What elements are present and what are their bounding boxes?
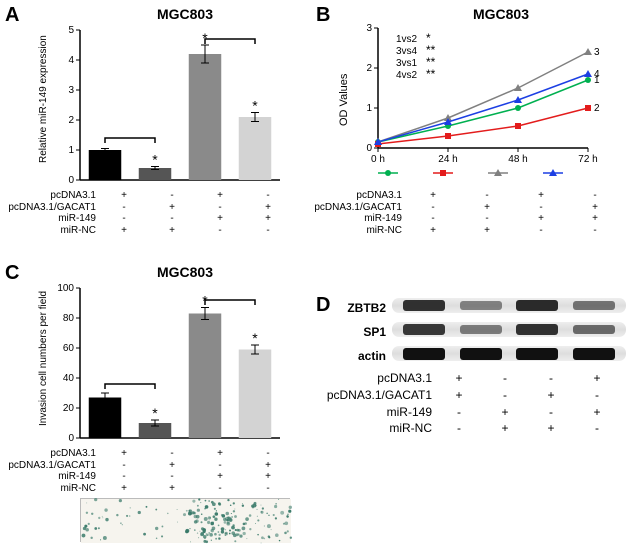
- panel-b-label: B: [316, 4, 330, 27]
- panel-a: A MGC803 Relative miR-149 expression 012…: [0, 0, 310, 240]
- panel-a-label: A: [5, 4, 19, 27]
- panel-c-photo: [80, 498, 290, 542]
- panel-c-label: C: [5, 262, 19, 285]
- svg-text:3vs4: 3vs4: [396, 46, 418, 57]
- panel-a-chart: 012345***: [60, 20, 300, 190]
- svg-text:*: *: [252, 330, 258, 346]
- panel-c-conditions: pcDNA3.1+-+-pcDNA3.1/GACAT1-+-+miR-149--…: [0, 448, 300, 494]
- svg-text:3vs1: 3vs1: [396, 58, 418, 69]
- svg-text:4: 4: [594, 69, 600, 80]
- svg-text:4vs2: 4vs2: [396, 70, 418, 81]
- svg-text:*: *: [152, 152, 158, 168]
- svg-text:20: 20: [63, 403, 75, 414]
- panel-b-chart: 01230 h24 h48 h72 h12341vs2*3vs4**3vs1**…: [358, 20, 618, 175]
- svg-text:2: 2: [594, 103, 600, 114]
- svg-text:0: 0: [68, 433, 74, 444]
- panel-d-conditions: pcDNA3.1+--+pcDNA3.1/GACAT1+-+-miR-149-+…: [326, 370, 626, 437]
- svg-text:1: 1: [68, 145, 74, 156]
- svg-text:0: 0: [366, 143, 372, 154]
- panel-d-label: D: [316, 294, 330, 317]
- panel-d-blots: ZBTB2SP1actin: [336, 298, 626, 370]
- svg-text:5: 5: [68, 25, 74, 36]
- panel-c-ylabel: Invasion cell numbers per field: [38, 278, 49, 438]
- svg-text:0 h: 0 h: [371, 154, 385, 165]
- panel-b-ylabel: OD Values: [338, 50, 350, 150]
- panel-c: C MGC803 Invasion cell numbers per field…: [0, 258, 310, 548]
- svg-text:40: 40: [63, 373, 75, 384]
- panel-b-conditions: pcDNA3.1+-+-pcDNA3.1/GACAT1-+-+miR-149--…: [306, 190, 626, 236]
- svg-text:3: 3: [366, 23, 372, 34]
- panel-a-ylabel: Relative miR-149 expression: [38, 24, 49, 174]
- svg-text:1: 1: [366, 103, 372, 114]
- svg-text:80: 80: [63, 313, 75, 324]
- svg-text:100: 100: [57, 283, 74, 294]
- svg-text:4: 4: [68, 55, 74, 66]
- svg-text:72 h: 72 h: [578, 154, 597, 165]
- svg-text:0: 0: [68, 175, 74, 186]
- svg-text:*: *: [252, 98, 258, 114]
- panel-c-chart: 020406080100***: [60, 278, 300, 448]
- svg-text:60: 60: [63, 343, 75, 354]
- svg-text:24 h: 24 h: [438, 154, 457, 165]
- panel-a-conditions: pcDNA3.1+-+-pcDNA3.1/GACAT1-+-+miR-149--…: [0, 190, 300, 236]
- svg-text:*: *: [152, 405, 158, 421]
- panel-b: B MGC803 OD Values 01230 h24 h48 h72 h12…: [316, 0, 634, 240]
- panel-d: D ZBTB2SP1actin pcDNA3.1+--+pcDNA3.1/GAC…: [316, 290, 634, 540]
- svg-text:2: 2: [68, 115, 74, 126]
- svg-text:2: 2: [366, 63, 372, 74]
- svg-text:**: **: [426, 67, 436, 81]
- svg-text:3: 3: [594, 47, 600, 58]
- svg-text:3: 3: [68, 85, 74, 96]
- svg-text:1vs2: 1vs2: [396, 34, 418, 45]
- svg-text:48 h: 48 h: [508, 154, 527, 165]
